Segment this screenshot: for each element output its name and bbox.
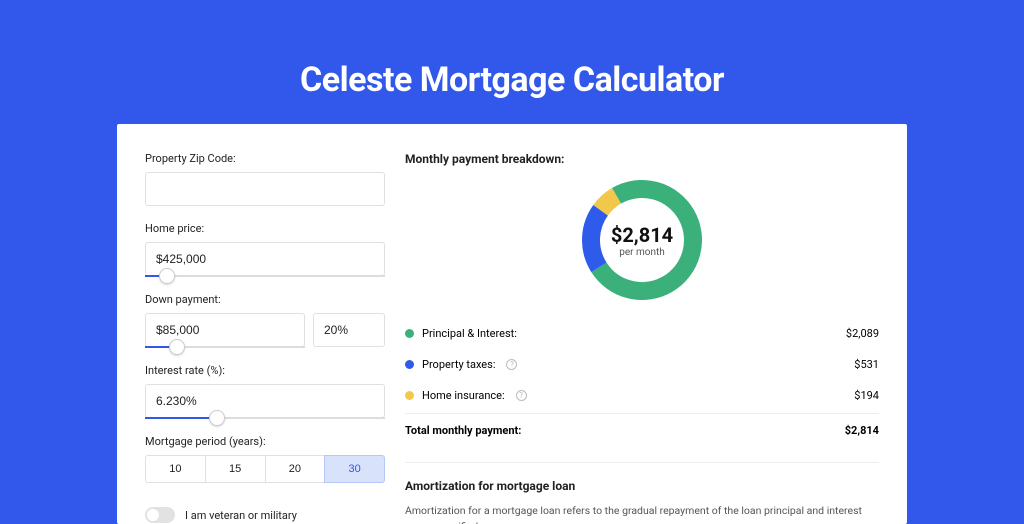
donut-sub: per month [611,247,673,258]
down-payment-pct-input[interactable] [313,313,385,347]
legend-value: $194 [854,389,879,402]
form-column: Property Zip Code: Home price: Down paym… [145,152,385,524]
veteran-label: I am veteran or military [185,509,297,522]
amortization-section: Amortization for mortgage loan Amortizat… [405,462,879,524]
total-value: $2,814 [845,424,879,437]
breakdown-column: Monthly payment breakdown: $2,814per mon… [405,152,879,524]
legend-row: Home insurance:? $194 [405,380,879,411]
total-row: Total monthly payment: $2,814 [405,413,879,446]
zip-label: Property Zip Code: [145,152,385,165]
legend-label: Property taxes: [422,358,495,371]
interest-input[interactable] [145,384,385,418]
interest-field-group: Interest rate (%): [145,364,385,419]
down-payment-slider[interactable] [145,346,305,348]
page-title: Celeste Mortgage Calculator [0,0,1024,124]
breakdown-title: Monthly payment breakdown: [405,152,879,166]
legend-label: Home insurance: [422,389,505,402]
amortization-text: Amortization for a mortgage loan refers … [405,503,879,524]
home-price-input[interactable] [145,242,385,276]
donut-chart: $2,814per month [405,176,879,318]
down-payment-label: Down payment: [145,293,385,306]
home-price-label: Home price: [145,222,385,235]
zip-input[interactable] [145,172,385,206]
legend-row: Principal & Interest: $2,089 [405,318,879,349]
period-options: 10152030 [145,455,385,483]
info-icon[interactable]: ? [506,359,517,370]
home-price-slider[interactable] [145,275,385,277]
slider-thumb[interactable] [209,410,225,426]
period-option-30[interactable]: 30 [324,455,385,483]
slider-thumb[interactable] [169,339,185,355]
veteran-toggle[interactable] [145,507,175,523]
legend-value: $531 [854,358,879,371]
legend-dot [405,360,414,369]
legend-value: $2,089 [846,327,879,340]
period-field-group: Mortgage period (years): 10152030 [145,435,385,483]
legend-dot [405,329,414,338]
period-label: Mortgage period (years): [145,435,385,448]
interest-label: Interest rate (%): [145,364,385,377]
home-price-field-group: Home price: [145,222,385,277]
legend-row: Property taxes:? $531 [405,349,879,380]
period-option-15[interactable]: 15 [205,455,266,483]
legend-label: Principal & Interest: [422,327,517,340]
veteran-toggle-row: I am veteran or military [145,507,385,523]
calculator-card: Property Zip Code: Home price: Down paym… [117,124,907,524]
legend: Principal & Interest: $2,089 Property taxe… [405,318,879,411]
down-payment-field-group: Down payment: [145,293,385,348]
donut-amount: $2,814 [611,223,673,247]
down-payment-input[interactable] [145,313,305,347]
slider-thumb[interactable] [159,268,175,284]
info-icon[interactable]: ? [516,390,527,401]
interest-slider[interactable] [145,417,385,419]
period-option-10[interactable]: 10 [145,455,206,483]
period-option-20[interactable]: 20 [265,455,326,483]
legend-dot [405,391,414,400]
amortization-title: Amortization for mortgage loan [405,479,879,493]
total-label: Total monthly payment: [405,424,521,437]
zip-field-group: Property Zip Code: [145,152,385,206]
